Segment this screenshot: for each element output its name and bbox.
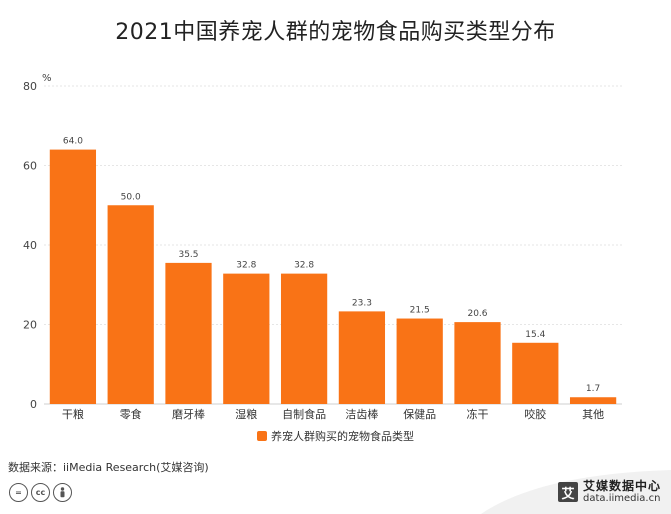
y-tick-label: 40 [23,239,37,252]
brand-logo-icon: 艾 [557,482,578,503]
x-axis-categories: 干粮 零食 磨牙棒 湿粮 自制食品 洁齿棒 保健品 冻干 咬胶 其他 [62,407,604,421]
legend-label: 养宠人群购买的宠物食品类型 [271,430,414,443]
x-category-label: 湿粮 [235,407,257,421]
bars [49,149,617,404]
source-note: 数据来源：iiMedia Research(艾媒咨询) [8,461,209,474]
y-tick-label: 80 [23,80,37,93]
bar [49,149,97,404]
person-icon [53,483,72,502]
chart-title: 2021中国养宠人群的宠物食品购买类型分布 [115,20,556,45]
x-category-label: 干粮 [62,407,84,421]
bar [223,273,270,404]
data-label: 32.8 [294,261,314,271]
brand-url: data.iimedia.cn [582,493,661,505]
bar [165,262,212,404]
bar [107,205,154,404]
license-icons: = cc [9,483,72,502]
brand-name: 艾媒数据中心 [582,479,661,493]
cc-icon: cc [31,483,50,502]
data-label: 1.7 [586,384,600,394]
data-labels: 64.0 50.0 35.5 32.8 32.8 23.3 21.5 20.6 15.4 1.7 [63,137,600,395]
data-label: 20.6 [467,309,487,319]
x-category-label: 冻干 [467,407,489,421]
y-axis-ticks: 0 20 40 60 80 [23,80,37,411]
bar-chart: % 0 20 40 60 80 64.0 50.0 35.5 32.8 32.8 23.3 21.5… [23,73,622,421]
x-category-label: 零食 [120,407,142,421]
data-label: 21.5 [410,306,430,316]
bar [512,342,559,404]
data-label: 23.3 [352,298,372,308]
equals-icon: = [9,483,28,502]
x-category-label: 磨牙棒 [172,407,205,421]
x-category-label: 洁齿棒 [345,407,378,421]
data-label: 64.0 [63,137,83,147]
y-axis-unit: % [42,73,52,84]
brand-mark: 艾 艾媒数据中心 data.iimedia.cn [557,479,661,505]
x-category-label: 保健品 [403,407,436,421]
y-tick-label: 60 [23,160,37,173]
bar [396,318,443,404]
x-category-label: 咬胶 [524,407,546,421]
y-tick-label: 20 [23,319,37,332]
legend-swatch [257,431,267,441]
y-tick-label: 0 [30,398,37,411]
bar [280,273,328,404]
legend: 养宠人群购买的宠物食品类型 [0,428,671,444]
data-label: 50.0 [121,192,141,202]
data-label: 35.5 [178,250,198,260]
x-category-label: 自制食品 [282,407,326,421]
bar [338,311,386,404]
bar [569,397,617,404]
data-label: 15.4 [525,330,545,340]
x-category-label: 其他 [582,408,604,421]
bar [454,322,501,404]
data-label: 32.8 [236,261,256,271]
